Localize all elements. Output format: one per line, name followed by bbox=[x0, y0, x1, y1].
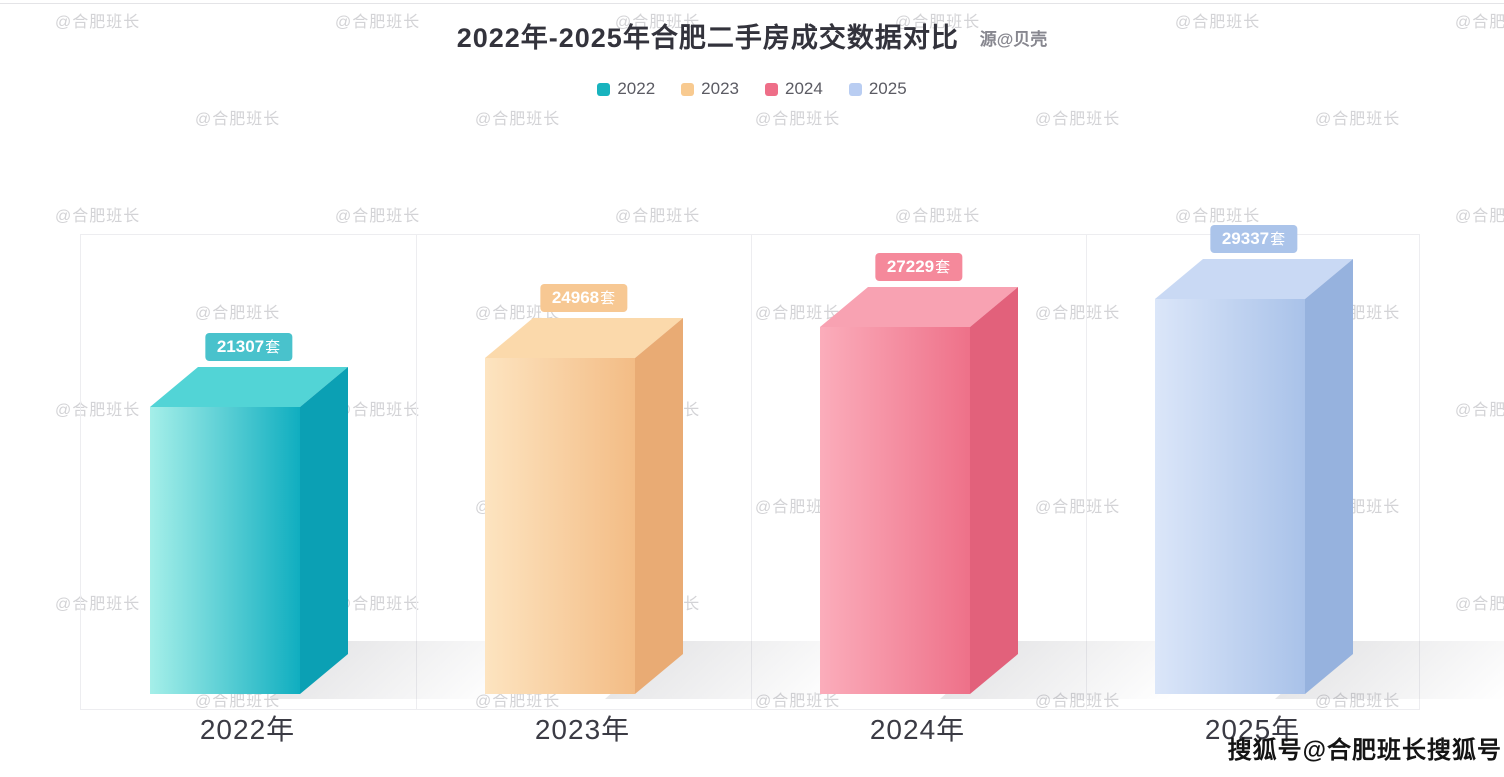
bar-2023 bbox=[484, 318, 683, 694]
value-badge: 27229套 bbox=[874, 253, 963, 281]
value-unit: 套 bbox=[600, 290, 616, 307]
legend-swatch bbox=[597, 82, 611, 96]
watermark-text: @合肥班长 bbox=[1035, 105, 1120, 129]
value-number: 24968 bbox=[551, 288, 600, 307]
x-axis-label: 2024年 bbox=[869, 714, 966, 745]
watermark-text: @合肥班长 bbox=[195, 105, 280, 129]
grid-divider bbox=[416, 235, 417, 709]
legend-item-2022: 2022 bbox=[597, 79, 655, 99]
bars-container: 21307套 24968套 27229套 29337套 bbox=[81, 225, 1504, 709]
value-unit: 套 bbox=[935, 259, 951, 276]
x-axis-labels: 2022年 2023年 2024年 2025年 bbox=[80, 708, 1420, 752]
chart-header: 2022年-2025年合肥二手房成交数据对比 源@贝壳 2022 2023 2024… bbox=[0, 16, 1504, 99]
legend-item-2025: 2025 bbox=[848, 79, 907, 99]
x-axis-label: 2022年 bbox=[199, 714, 296, 745]
watermark-text: @合肥班长 bbox=[1315, 105, 1400, 129]
watermark-text: @合肥班长 bbox=[755, 105, 840, 129]
legend-item-2023: 2023 bbox=[681, 79, 739, 99]
watermark-text: @合肥班长 bbox=[1455, 590, 1504, 614]
legend-swatch bbox=[765, 82, 778, 96]
watermark-text: @合肥班长 bbox=[55, 202, 140, 226]
legend-label: 2025 bbox=[868, 79, 907, 98]
watermark-text: @合肥班长 bbox=[895, 202, 980, 226]
watermark-text: @合肥班长 bbox=[335, 202, 420, 226]
legend-swatch bbox=[681, 82, 695, 96]
value-number: 21307 bbox=[216, 337, 265, 356]
watermark-text: @合肥班长 bbox=[615, 202, 700, 226]
bar-2025 bbox=[1154, 259, 1353, 694]
bar-2024 bbox=[819, 287, 1018, 694]
x-axis-label: 2025年 bbox=[1204, 714, 1301, 745]
legend: 2022 2023 2024 2025 bbox=[0, 79, 1504, 99]
grid-divider bbox=[751, 235, 752, 709]
footer-watermark: 搜狐号@合肥班长搜狐号 bbox=[1227, 737, 1502, 764]
watermark-text: @合肥班长 bbox=[475, 105, 560, 129]
legend-item-2024: 2024 bbox=[765, 79, 823, 99]
chart-source-label: 源@贝壳 bbox=[979, 30, 1048, 49]
value-unit: 套 bbox=[1270, 231, 1286, 248]
grid-divider bbox=[1086, 235, 1087, 709]
bar-2022 bbox=[149, 367, 348, 694]
value-badge: 29337套 bbox=[1209, 225, 1298, 253]
legend-label: 2024 bbox=[785, 79, 823, 98]
watermark-text: @合肥班长 bbox=[1455, 396, 1504, 420]
top-divider bbox=[0, 3, 1504, 4]
watermark-text: @合肥班长 bbox=[1455, 202, 1504, 226]
legend-label: 2022 bbox=[617, 79, 656, 98]
watermark-text: @合肥班长 bbox=[1175, 202, 1260, 226]
value-badge: 24968套 bbox=[539, 284, 628, 312]
plot-area: 21307套 24968套 27229套 29337套 bbox=[80, 225, 1504, 710]
value-badge: 21307套 bbox=[204, 333, 293, 361]
chart-title: 2022年-2025年合肥二手房成交数据对比 bbox=[456, 23, 959, 53]
value-number: 27229 bbox=[886, 257, 935, 276]
legend-swatch bbox=[848, 82, 862, 96]
value-unit: 套 bbox=[265, 339, 281, 356]
x-axis-label: 2023年 bbox=[534, 714, 631, 745]
legend-label: 2023 bbox=[701, 79, 739, 98]
value-number: 29337 bbox=[1221, 229, 1270, 248]
